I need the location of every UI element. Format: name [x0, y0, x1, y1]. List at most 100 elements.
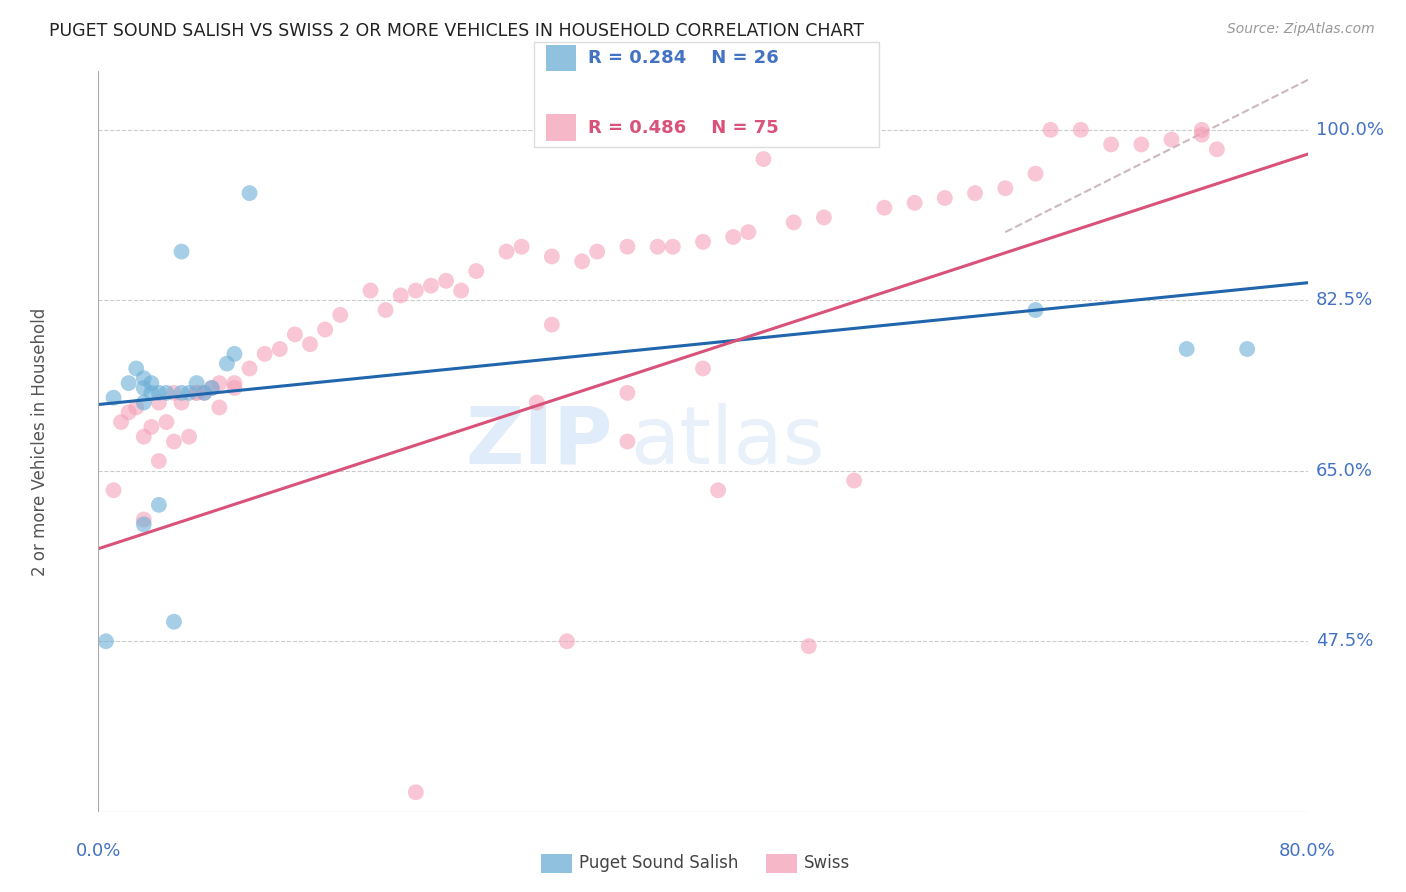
Point — [103, 483, 125, 498]
Point — [465, 264, 488, 278]
Point — [1024, 303, 1046, 318]
Point — [1236, 342, 1258, 356]
Point — [1206, 142, 1229, 156]
Point — [155, 415, 177, 429]
Point — [186, 385, 208, 400]
Point — [118, 376, 141, 390]
Point — [450, 284, 472, 298]
Point — [193, 385, 215, 400]
Point — [269, 342, 291, 356]
Point — [224, 347, 246, 361]
Text: 65.0%: 65.0% — [1316, 462, 1372, 480]
Point — [103, 391, 125, 405]
Point — [170, 244, 193, 259]
Point — [1070, 123, 1092, 137]
Text: 2 or more Vehicles in Household: 2 or more Vehicles in Household — [31, 308, 49, 575]
Point — [193, 385, 215, 400]
Point — [329, 308, 352, 322]
Text: 82.5%: 82.5% — [1316, 292, 1374, 310]
Point — [1191, 123, 1213, 137]
Point — [540, 318, 562, 332]
Point — [994, 181, 1017, 195]
Point — [208, 401, 231, 415]
Point — [132, 430, 155, 444]
Point — [737, 225, 759, 239]
Point — [586, 244, 609, 259]
Point — [1039, 123, 1062, 137]
Text: R = 0.284    N = 26: R = 0.284 N = 26 — [588, 49, 779, 67]
Point — [405, 785, 427, 799]
Point — [723, 230, 745, 244]
Point — [661, 240, 683, 254]
Point — [94, 634, 117, 648]
Point — [201, 381, 224, 395]
Point — [616, 385, 638, 400]
Point — [148, 385, 170, 400]
Point — [707, 483, 730, 498]
Point — [155, 385, 177, 400]
Point — [141, 420, 163, 434]
Point — [224, 376, 246, 390]
Point — [141, 376, 163, 390]
Text: R = 0.486    N = 75: R = 0.486 N = 75 — [588, 119, 779, 136]
Text: 80.0%: 80.0% — [1279, 842, 1336, 860]
Point — [965, 186, 987, 201]
Point — [132, 517, 155, 532]
Point — [555, 634, 578, 648]
Point — [360, 284, 382, 298]
Point — [132, 512, 155, 526]
Text: Puget Sound Salish: Puget Sound Salish — [579, 855, 738, 872]
Point — [647, 240, 669, 254]
Point — [125, 401, 148, 415]
Point — [125, 361, 148, 376]
Point — [170, 385, 193, 400]
Point — [224, 381, 246, 395]
Point — [186, 376, 208, 390]
Point — [163, 615, 186, 629]
Point — [141, 385, 163, 400]
Point — [873, 201, 896, 215]
Point — [692, 361, 714, 376]
Point — [526, 395, 548, 409]
Point — [163, 385, 186, 400]
Point — [510, 240, 533, 254]
Point — [934, 191, 956, 205]
Point — [495, 244, 517, 259]
Point — [1175, 342, 1198, 356]
Point — [170, 395, 193, 409]
Point — [389, 288, 412, 302]
Point — [1160, 132, 1182, 146]
Point — [208, 376, 231, 390]
Point — [571, 254, 593, 268]
Point — [110, 415, 132, 429]
Point — [179, 385, 201, 400]
Point — [179, 430, 201, 444]
Point — [813, 211, 835, 225]
Point — [420, 278, 443, 293]
Point — [148, 454, 170, 468]
Text: 100.0%: 100.0% — [1316, 120, 1384, 139]
Point — [1099, 137, 1122, 152]
Point — [186, 385, 208, 400]
Text: Source: ZipAtlas.com: Source: ZipAtlas.com — [1227, 22, 1375, 37]
Point — [148, 498, 170, 512]
Point — [405, 284, 427, 298]
Text: 0.0%: 0.0% — [76, 842, 121, 860]
Point — [299, 337, 322, 351]
Point — [1024, 167, 1046, 181]
Point — [239, 361, 262, 376]
Point — [132, 381, 155, 395]
Point — [148, 395, 170, 409]
Text: ZIP: ZIP — [465, 402, 613, 481]
Text: atlas: atlas — [630, 402, 825, 481]
Point — [540, 250, 562, 264]
Point — [163, 434, 186, 449]
Point — [692, 235, 714, 249]
Point — [132, 371, 155, 385]
Text: Swiss: Swiss — [804, 855, 851, 872]
Point — [374, 303, 396, 318]
Point — [434, 274, 457, 288]
Point — [239, 186, 262, 201]
Point — [132, 395, 155, 409]
Point — [904, 195, 927, 210]
